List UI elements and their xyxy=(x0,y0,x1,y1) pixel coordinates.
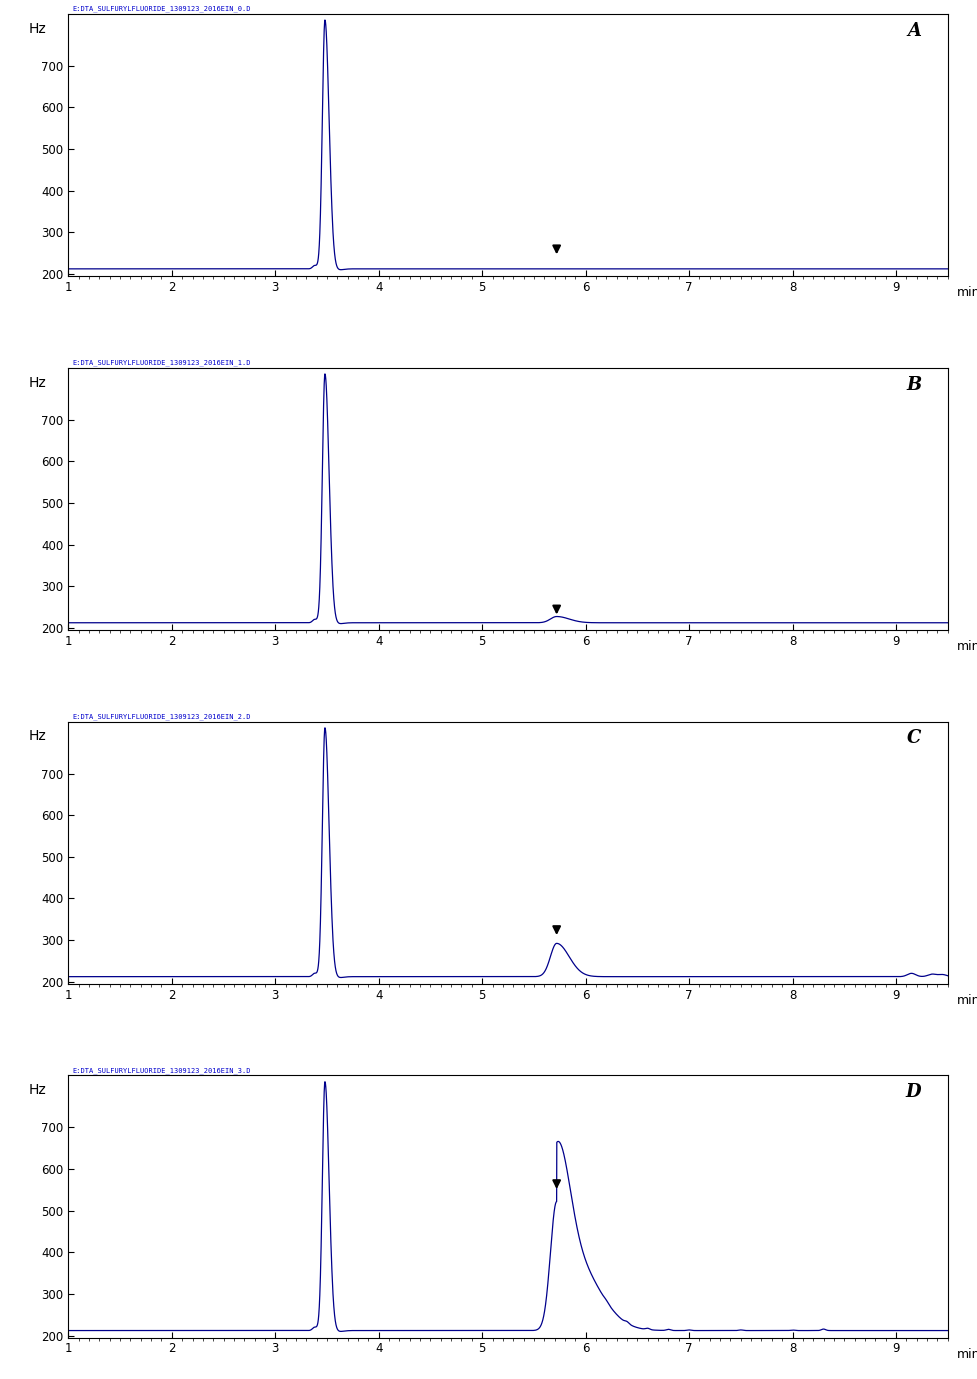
Text: Hz: Hz xyxy=(29,22,47,36)
Text: min: min xyxy=(956,1349,977,1361)
Text: E:DTA_SULFURYLFLUORIDE_1309123_2016EIN_0.D: E:DTA_SULFURYLFLUORIDE_1309123_2016EIN_0… xyxy=(73,6,251,12)
Text: min: min xyxy=(956,287,977,299)
Text: E:DTA_SULFURYLFLUORIDE_1309123_2016EIN_2.D: E:DTA_SULFURYLFLUORIDE_1309123_2016EIN_2… xyxy=(73,714,251,720)
Text: A: A xyxy=(908,22,921,40)
Text: Hz: Hz xyxy=(29,729,47,743)
Text: E:DTA_SULFURYLFLUORIDE_1309123_2016EIN_1.D: E:DTA_SULFURYLFLUORIDE_1309123_2016EIN_1… xyxy=(73,360,251,367)
Text: C: C xyxy=(907,729,921,747)
Text: min: min xyxy=(956,640,977,654)
Text: Hz: Hz xyxy=(29,1084,47,1098)
Text: D: D xyxy=(906,1084,921,1102)
Text: B: B xyxy=(906,375,921,393)
Text: E:DTA_SULFURYLFLUORIDE_1309123_2016EIN_3.D: E:DTA_SULFURYLFLUORIDE_1309123_2016EIN_3… xyxy=(73,1067,251,1074)
Text: min: min xyxy=(956,994,977,1007)
Text: Hz: Hz xyxy=(29,375,47,389)
